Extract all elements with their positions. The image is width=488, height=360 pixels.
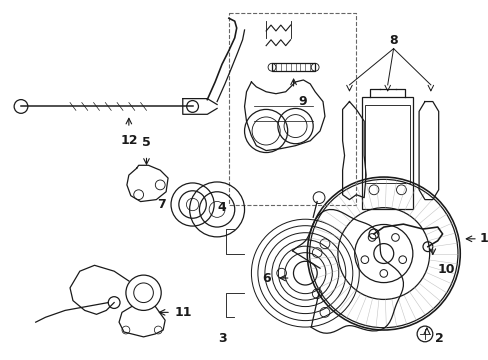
Text: 3: 3 [217, 332, 226, 345]
Text: 9: 9 [298, 95, 306, 108]
Text: 5: 5 [142, 136, 151, 149]
Text: 1: 1 [479, 232, 488, 245]
Text: 7: 7 [157, 198, 166, 211]
Bar [362, 96, 412, 210]
Text: 12: 12 [120, 134, 137, 147]
Text: 10: 10 [437, 264, 454, 276]
Bar [271, 63, 314, 71]
Text: 2: 2 [434, 332, 443, 345]
Text: 4: 4 [217, 201, 226, 214]
Text: 6: 6 [262, 271, 270, 284]
Bar [228, 13, 356, 204]
Text: 11: 11 [175, 306, 192, 319]
Text: 8: 8 [388, 34, 397, 47]
Bar [365, 104, 409, 183]
